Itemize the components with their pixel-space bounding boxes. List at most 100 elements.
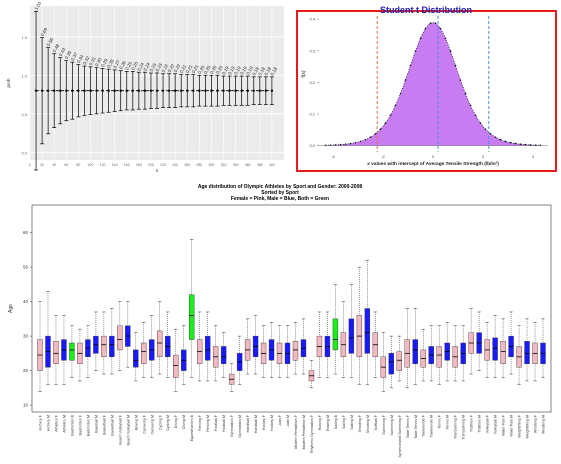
x-tick-label: Handball F <box>246 414 250 432</box>
curve-point <box>494 136 497 138</box>
data-label: 0.26 <box>118 60 127 71</box>
data-point <box>95 89 98 92</box>
x-tick-label: Shooting M <box>366 415 370 433</box>
curve-point <box>499 138 502 141</box>
curve-point <box>414 50 417 52</box>
data-label: 0.19 <box>233 65 242 76</box>
box <box>117 325 123 351</box>
chart-subtitle-2: Female = Pink, Male = Blue, Both = Green <box>231 196 329 202</box>
curve-point <box>449 50 452 52</box>
data-label: 0.22 <box>173 63 182 74</box>
x-axis-label: x values with intercept of Average Tensi… <box>367 161 499 167</box>
x-tick-label: 120 <box>100 163 106 167</box>
x-tick-label: Football M <box>222 415 226 432</box>
curve-point <box>509 141 512 144</box>
x-tick-label: Archery M <box>46 415 50 431</box>
box <box>364 308 371 354</box>
data-label: 0.22 <box>167 63 176 74</box>
data-label: 0.23 <box>148 62 157 73</box>
x-tick-label: Sailing M <box>350 415 354 430</box>
data-point <box>234 89 237 92</box>
x-tick-label: Rhythmic Gymnastics F <box>310 414 314 453</box>
x-tick-label: 40 <box>52 163 56 167</box>
x-tick-label: 4 <box>532 154 535 159</box>
data-point <box>65 89 68 92</box>
x-tick-label: Triathlon F <box>470 414 474 432</box>
data-point <box>77 89 80 92</box>
x-tick-label: Gymnastics F <box>230 414 234 437</box>
x-tick-label: Diving F <box>174 414 178 428</box>
data-point <box>167 89 171 92</box>
data-point <box>149 89 153 92</box>
curve-point <box>464 92 467 95</box>
x-tick-label: Modern Pentathlon F <box>294 414 298 448</box>
data-point <box>270 89 274 92</box>
data-label: 0.18 <box>263 66 272 77</box>
x-tick-label: Baseball M <box>94 415 98 433</box>
data-label: 0.19 <box>221 65 230 76</box>
x-tick-label: Badminton B <box>70 414 74 435</box>
x-tick-label: Table Tennis M <box>414 415 418 439</box>
x-tick-label: Tennis F <box>438 414 442 428</box>
x-tick-label: Equestrianism B <box>190 414 194 441</box>
data-point <box>119 89 122 92</box>
curve-point <box>469 104 472 107</box>
box <box>388 353 394 375</box>
box <box>292 341 299 361</box>
x-tick-label: Archery F <box>38 414 42 430</box>
data-point <box>101 89 104 92</box>
data-point <box>222 89 225 92</box>
density-curve <box>325 22 541 146</box>
x-tick-label: 340 <box>233 163 239 167</box>
box <box>109 335 115 358</box>
x-tick-label: Volleyball M <box>494 415 498 434</box>
x-tick-label: 380 <box>257 163 263 167</box>
data-point <box>125 89 128 92</box>
curve-point <box>489 132 492 135</box>
data-point <box>246 89 249 92</box>
data-point <box>137 89 141 92</box>
data-label: 0.28 <box>106 58 115 69</box>
olympic-age-boxplot: Age distribution of Olympic Athletes by … <box>8 184 552 458</box>
data-point <box>52 89 56 92</box>
data-label: 0.19 <box>239 65 248 76</box>
curve-point <box>419 37 422 40</box>
curve-point <box>354 141 357 144</box>
x-tick-label: Shooting F <box>358 414 362 432</box>
curve-point <box>474 114 477 117</box>
x-tick-label: 0 <box>432 154 435 159</box>
data-point <box>264 89 268 92</box>
box <box>412 339 418 364</box>
data-point <box>89 89 92 92</box>
data-point <box>204 89 207 92</box>
box <box>500 341 506 364</box>
data-label: 0.29 <box>100 57 109 68</box>
x-tick-label: Trampolining F <box>454 414 458 439</box>
curve-point <box>409 64 412 67</box>
x-tick-label: Taekwondo F <box>422 414 426 436</box>
curve-point <box>394 104 397 107</box>
data-label: 0.25 <box>124 60 133 71</box>
y-tick-label: 10 <box>23 403 29 408</box>
x-tick-label: Fencing F <box>198 414 202 431</box>
box <box>189 294 195 340</box>
data-label: 0.21 <box>185 64 194 75</box>
data-label: 0.18 <box>269 66 278 77</box>
curve-point <box>344 143 347 145</box>
x-tick-label: Tennis M <box>446 415 450 429</box>
x-tick-label: Badminton M <box>86 415 90 436</box>
box <box>396 351 402 371</box>
y-tick-label: 1.5 <box>21 35 27 40</box>
data-label: 0.19 <box>245 65 254 76</box>
box <box>157 330 163 358</box>
curve-point <box>339 143 342 146</box>
box <box>348 318 355 354</box>
box <box>524 341 530 364</box>
data-point <box>59 89 62 92</box>
data-point <box>71 89 74 92</box>
curve-point <box>369 136 372 138</box>
y-tick-label: 0.2 <box>309 80 315 85</box>
box <box>220 346 227 364</box>
x-tick-label: Beach Volleyball M <box>126 415 130 445</box>
x-tick-label: Judo M <box>286 415 290 427</box>
